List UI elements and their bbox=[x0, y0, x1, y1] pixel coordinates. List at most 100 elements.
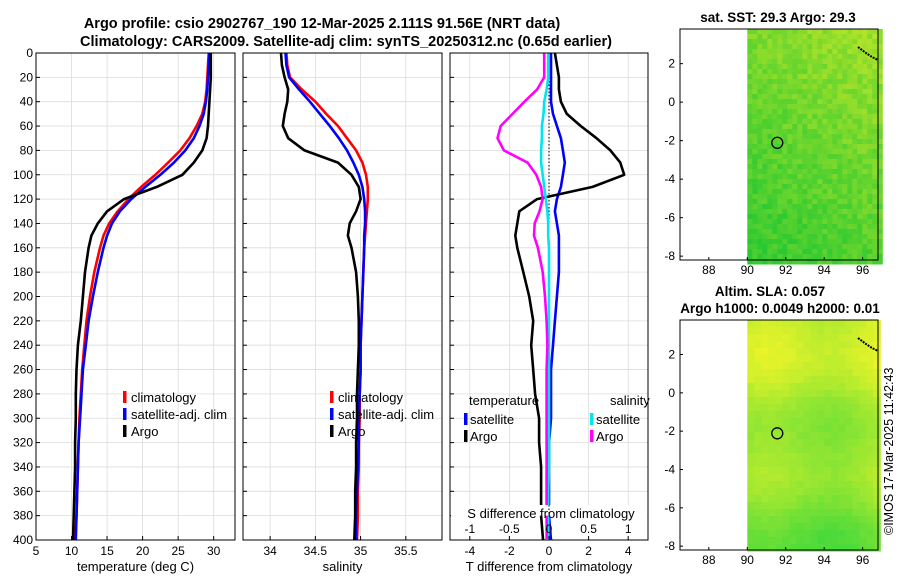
map-field-cell bbox=[866, 495, 874, 503]
map-field-cell bbox=[832, 84, 838, 90]
map-field-cell bbox=[767, 239, 773, 245]
map-field-cell bbox=[817, 259, 823, 265]
map-field-cell bbox=[754, 523, 762, 531]
map-field-cell bbox=[822, 99, 828, 105]
map-field-cell bbox=[847, 204, 853, 210]
map-field-cell bbox=[866, 460, 874, 468]
map-field-cell bbox=[857, 254, 863, 260]
map-field-cell bbox=[817, 124, 823, 130]
map-field-cell bbox=[877, 229, 883, 235]
map-field-cell bbox=[832, 209, 838, 215]
x-tick-label: -2 bbox=[504, 544, 515, 558]
map-field-cell bbox=[812, 109, 818, 115]
map-field-cell bbox=[866, 502, 874, 510]
map-field-cell bbox=[857, 69, 863, 75]
map-field-cell bbox=[777, 209, 783, 215]
map-field-cell bbox=[827, 184, 833, 190]
map-field-cell bbox=[772, 239, 778, 245]
map-field-cell bbox=[797, 174, 803, 180]
series-line-argo bbox=[279, 52, 362, 541]
map-field-cell bbox=[859, 502, 867, 510]
map-field-cell bbox=[862, 219, 868, 225]
map-field-cell bbox=[842, 34, 848, 40]
map-field-cell bbox=[857, 139, 863, 145]
map-field-cell bbox=[837, 34, 843, 40]
map-field-cell bbox=[787, 69, 793, 75]
y-tick-label: 400 bbox=[13, 533, 33, 547]
map-field-cell bbox=[822, 139, 828, 145]
map-field-cell bbox=[824, 467, 832, 475]
map-field-cell bbox=[824, 460, 832, 468]
map-field-cell bbox=[872, 74, 878, 80]
map-field-cell bbox=[866, 404, 874, 412]
map-field-cell bbox=[852, 114, 858, 120]
map-field-cell bbox=[777, 124, 783, 130]
map-field-cell bbox=[767, 169, 773, 175]
map-field-cell bbox=[775, 432, 783, 440]
map-field-cell bbox=[852, 29, 858, 35]
map-field-cell bbox=[768, 460, 776, 468]
map-field-cell bbox=[792, 134, 798, 140]
map-field-cell bbox=[789, 467, 797, 475]
map-field-cell bbox=[866, 425, 874, 433]
map-field-cell bbox=[767, 174, 773, 180]
map-field-cell bbox=[761, 383, 769, 391]
secondary-x-tick-label: 0 bbox=[546, 522, 553, 536]
map-field-cell bbox=[847, 44, 853, 50]
map-field-cell bbox=[832, 39, 838, 45]
map-field-cell bbox=[797, 114, 803, 120]
map-field-cell bbox=[797, 139, 803, 145]
map-field-cell bbox=[767, 99, 773, 105]
map-field-cell bbox=[812, 189, 818, 195]
map-field-cell bbox=[797, 219, 803, 225]
map-field-cell bbox=[866, 481, 874, 489]
map-field-cell bbox=[812, 229, 818, 235]
map-field-cell bbox=[842, 44, 848, 50]
map-field-cell bbox=[775, 411, 783, 419]
map-field-cell bbox=[802, 259, 808, 265]
map-field-cell bbox=[802, 179, 808, 185]
map-field-cell bbox=[845, 509, 853, 517]
map-field-cell bbox=[837, 39, 843, 45]
map-field-cell bbox=[754, 495, 762, 503]
map-field-cell bbox=[867, 134, 873, 140]
map-field-cell bbox=[757, 139, 763, 145]
map-field-cell bbox=[757, 199, 763, 205]
map-field-cell bbox=[810, 495, 818, 503]
map-field-cell bbox=[859, 516, 867, 524]
map-field-cell bbox=[862, 54, 868, 60]
map-field-cell bbox=[862, 239, 868, 245]
map-field-cell bbox=[831, 334, 839, 342]
map-field-cell bbox=[761, 411, 769, 419]
map-field-cell bbox=[792, 114, 798, 120]
y-tick-label: 20 bbox=[20, 70, 34, 84]
map-field-cell bbox=[810, 369, 818, 377]
map-field-cell bbox=[775, 537, 783, 545]
map-field-cell bbox=[747, 69, 753, 75]
map-field-cell bbox=[757, 59, 763, 65]
map-field-cell bbox=[847, 159, 853, 165]
map-field-cell bbox=[862, 189, 868, 195]
map-field-cell bbox=[789, 488, 797, 496]
map-field-cell bbox=[852, 383, 860, 391]
map-field-cell bbox=[852, 537, 860, 545]
map-field-cell bbox=[752, 129, 758, 135]
map-field-cell bbox=[789, 425, 797, 433]
map-field-cell bbox=[867, 79, 873, 85]
map-field-cell bbox=[767, 69, 773, 75]
map-field-cell bbox=[787, 239, 793, 245]
map-field-cell bbox=[757, 189, 763, 195]
map-field-cell bbox=[817, 49, 823, 55]
map-field-cell bbox=[822, 229, 828, 235]
map-field-cell bbox=[797, 144, 803, 150]
map-field-cell bbox=[872, 219, 878, 225]
map-field-cell bbox=[872, 89, 878, 95]
map-field-cell bbox=[832, 154, 838, 160]
map-field-cell bbox=[797, 164, 803, 170]
map-field-cell bbox=[802, 99, 808, 105]
map-field-cell bbox=[807, 79, 813, 85]
salinity-profile-panel: 34 34.5 35 35.5salinityclimatologysatellite… bbox=[242, 52, 443, 574]
map-field-cell bbox=[768, 348, 776, 356]
map-field-cell bbox=[767, 39, 773, 45]
map-field-cell bbox=[832, 184, 838, 190]
